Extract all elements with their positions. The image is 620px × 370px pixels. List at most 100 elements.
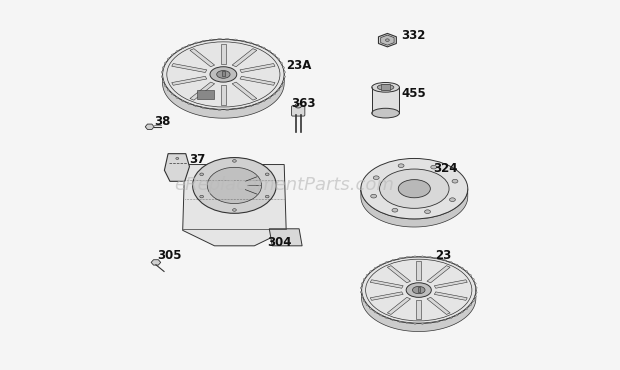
Bar <box>372 87 399 113</box>
Polygon shape <box>363 278 366 282</box>
Ellipse shape <box>425 210 430 213</box>
Ellipse shape <box>398 164 404 168</box>
Polygon shape <box>361 295 363 299</box>
Polygon shape <box>200 40 208 42</box>
Polygon shape <box>272 53 276 57</box>
Polygon shape <box>474 282 476 286</box>
Polygon shape <box>183 165 286 246</box>
Polygon shape <box>435 280 467 288</box>
Polygon shape <box>167 57 170 61</box>
Polygon shape <box>370 292 403 300</box>
Bar <box>381 84 390 90</box>
Polygon shape <box>366 303 370 307</box>
Polygon shape <box>459 267 464 270</box>
Ellipse shape <box>232 159 236 162</box>
Polygon shape <box>232 82 257 100</box>
Ellipse shape <box>216 71 230 78</box>
Polygon shape <box>384 261 390 264</box>
Ellipse shape <box>200 195 203 198</box>
Polygon shape <box>208 39 215 41</box>
Polygon shape <box>418 323 426 324</box>
Ellipse shape <box>431 165 436 169</box>
Polygon shape <box>418 256 426 257</box>
Polygon shape <box>388 266 410 283</box>
Polygon shape <box>361 282 363 286</box>
Polygon shape <box>370 307 373 310</box>
Polygon shape <box>175 96 180 99</box>
Text: 38: 38 <box>154 115 171 128</box>
Polygon shape <box>441 319 447 321</box>
Polygon shape <box>378 264 384 267</box>
Ellipse shape <box>200 173 203 176</box>
Ellipse shape <box>386 39 389 41</box>
Polygon shape <box>459 310 464 313</box>
Polygon shape <box>269 229 302 246</box>
Polygon shape <box>447 316 453 319</box>
Polygon shape <box>167 88 170 92</box>
Polygon shape <box>200 107 208 109</box>
Ellipse shape <box>232 209 236 211</box>
Polygon shape <box>360 286 362 290</box>
Polygon shape <box>247 42 254 44</box>
Polygon shape <box>187 102 193 105</box>
Ellipse shape <box>265 195 269 198</box>
Polygon shape <box>472 278 474 282</box>
Text: 304: 304 <box>268 236 292 249</box>
Polygon shape <box>193 42 200 44</box>
Ellipse shape <box>371 194 376 198</box>
Polygon shape <box>464 270 468 273</box>
Polygon shape <box>240 76 275 85</box>
Ellipse shape <box>207 167 262 204</box>
Text: 305: 305 <box>157 249 182 262</box>
Polygon shape <box>215 109 223 111</box>
Polygon shape <box>190 49 215 67</box>
Polygon shape <box>280 84 282 88</box>
Polygon shape <box>282 79 285 84</box>
Polygon shape <box>411 323 418 324</box>
Polygon shape <box>175 50 180 53</box>
Polygon shape <box>151 260 161 265</box>
Polygon shape <box>411 256 418 257</box>
Polygon shape <box>239 107 247 109</box>
Text: 37: 37 <box>189 154 205 166</box>
Ellipse shape <box>398 179 430 198</box>
Polygon shape <box>221 85 226 105</box>
Polygon shape <box>208 108 215 110</box>
Bar <box>197 90 213 99</box>
Polygon shape <box>162 79 165 84</box>
Polygon shape <box>441 259 447 261</box>
Polygon shape <box>145 124 154 130</box>
Polygon shape <box>223 109 231 111</box>
Polygon shape <box>373 267 378 270</box>
Polygon shape <box>476 290 477 295</box>
Polygon shape <box>472 299 474 303</box>
Polygon shape <box>417 300 421 319</box>
Polygon shape <box>239 40 247 42</box>
Ellipse shape <box>361 257 476 323</box>
Ellipse shape <box>379 169 449 208</box>
Polygon shape <box>381 35 394 45</box>
Polygon shape <box>161 70 163 74</box>
Ellipse shape <box>193 158 277 213</box>
Polygon shape <box>360 290 362 295</box>
Polygon shape <box>464 307 468 310</box>
Polygon shape <box>447 261 453 264</box>
Polygon shape <box>267 50 272 53</box>
Polygon shape <box>193 105 200 107</box>
Polygon shape <box>388 297 410 314</box>
Polygon shape <box>361 290 476 332</box>
Polygon shape <box>254 44 260 47</box>
Polygon shape <box>426 256 433 258</box>
Polygon shape <box>453 313 459 316</box>
Polygon shape <box>172 64 207 73</box>
Polygon shape <box>453 264 459 267</box>
Polygon shape <box>164 84 167 88</box>
Polygon shape <box>417 261 421 280</box>
Polygon shape <box>180 47 187 50</box>
Text: 363: 363 <box>291 97 316 110</box>
Polygon shape <box>170 53 175 57</box>
Bar <box>418 287 420 292</box>
Text: eReplacementParts.com: eReplacementParts.com <box>174 176 394 194</box>
Text: 332: 332 <box>401 29 426 42</box>
Polygon shape <box>247 105 254 107</box>
